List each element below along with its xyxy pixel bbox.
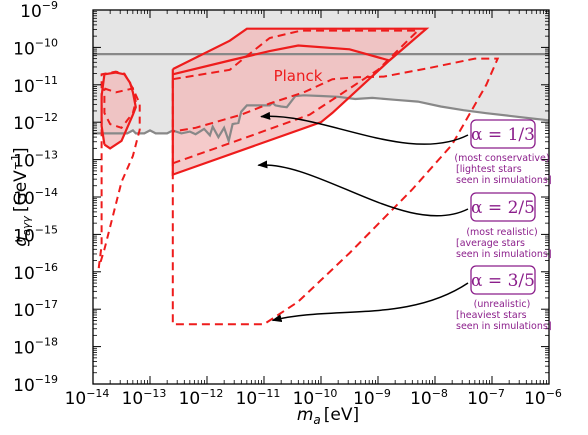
y-tick-label: 10−12 <box>13 111 58 134</box>
y-axis-label: gaγγ[GeV−1] <box>9 147 33 246</box>
x-tick-label: 10−7 <box>467 387 505 409</box>
y-tick-label: 10−13 <box>13 149 58 172</box>
y-tick-label: 10−19 <box>13 373 58 396</box>
annotation-note: seen in simulations] <box>456 249 552 260</box>
annotation-alpha: α = 2/5 <box>471 198 535 218</box>
annotation-note: (most conservative) <box>454 153 549 164</box>
y-tick-label: 10−17 <box>13 298 58 321</box>
annotation-box <box>470 192 536 222</box>
annotation-alpha: α = 3/5 <box>471 271 535 291</box>
annotation-note: (most realistic) <box>466 227 537 238</box>
x-tick-label: 10−14 <box>65 387 110 409</box>
x-tick-label: 10−11 <box>236 387 281 409</box>
y-tick-label: 10−9 <box>20 0 58 22</box>
planck-dashed-outer <box>171 57 500 326</box>
planck-dashed-middle <box>172 29 421 165</box>
annotation-arrow <box>271 282 469 323</box>
x-tick-label: 10−13 <box>122 387 167 409</box>
y-tick-label: 10−15 <box>13 223 58 246</box>
annotation-arrow <box>260 111 469 145</box>
planck-label: Planck <box>274 67 323 85</box>
annotation-1: α = 1/3 (most conservative)[lightest star… <box>260 111 552 186</box>
planck-left-region <box>101 72 136 149</box>
annotation-arrow <box>257 160 469 217</box>
annotation-note: [lightest stars <box>456 164 522 175</box>
y-tick-label: 10−11 <box>13 74 58 97</box>
x-tick-label: 10−10 <box>293 387 338 409</box>
planck-solid-outline <box>171 27 430 177</box>
x-tick-label: 10−8 <box>410 387 448 409</box>
y-tick-label: 10−14 <box>13 186 58 209</box>
annotation-note: seen in simulations] <box>456 321 552 332</box>
planck-left-dashed-inner <box>103 87 137 129</box>
annotation-3: α = 3/5 (unrealistic)[heaviest starsseen … <box>271 265 552 332</box>
axis-ticks <box>92 9 550 385</box>
annotation-2: α = 2/5(most realistic)[average starssee… <box>257 160 552 260</box>
annotation-alpha: α = 1/3 <box>471 125 535 145</box>
annotation-note: [heaviest stars <box>456 310 527 321</box>
y-tick-label: 10−18 <box>13 336 58 359</box>
x-axis-label: ma [eV] <box>297 405 359 427</box>
annotations: α = 1/3 (most conservative)[lightest star… <box>257 111 552 332</box>
excluded-boundary-line <box>93 94 549 145</box>
annotation-note: [average stars <box>456 238 525 249</box>
planck-solid-mid-line <box>172 44 390 76</box>
annotation-box <box>470 265 536 295</box>
annotation-note: seen in simulations] <box>456 175 552 186</box>
annotation-box <box>470 119 536 149</box>
annotation-note: (unrealistic) <box>474 299 531 310</box>
axis-tick-labels: 10−14 10−13 10−12 10−11 10−10 10−9 10−8 10−7 10−… <box>13 0 562 409</box>
y-tick-label: 10−16 <box>13 261 58 284</box>
x-tick-label: 10−12 <box>179 387 224 409</box>
y-tick-label: 10−10 <box>13 36 58 59</box>
x-tick-label: 10−6 <box>524 387 562 409</box>
x-tick-label: 10−9 <box>353 387 391 409</box>
